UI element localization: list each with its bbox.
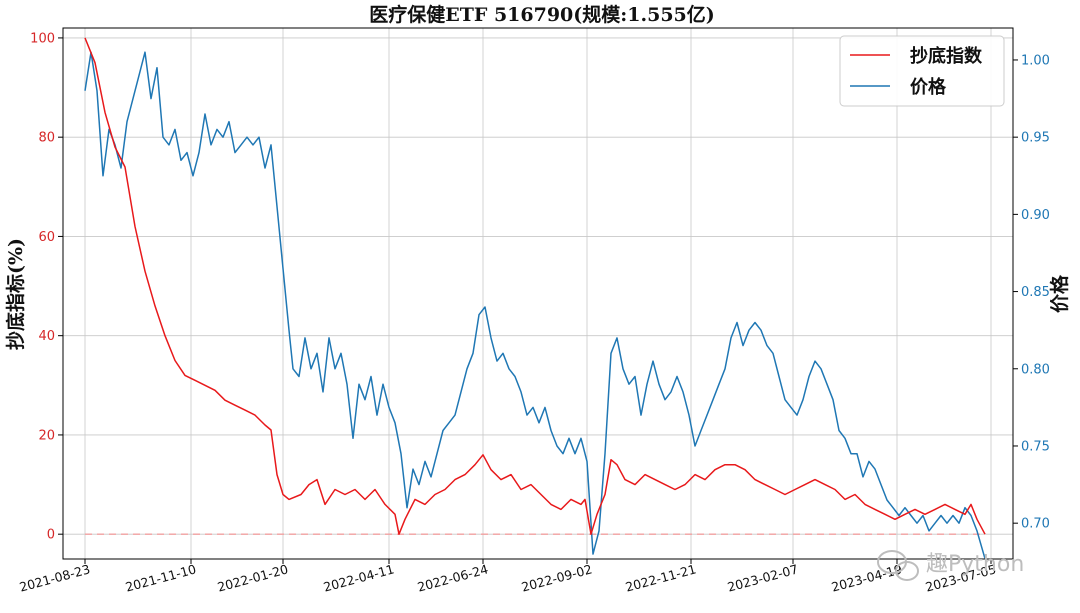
- x-tick-label: 2022-09-02: [520, 561, 594, 594]
- right-tick-label: 0.70: [1021, 517, 1050, 532]
- series-line-price: [84, 51, 986, 559]
- legend: 抄底指数 价格: [839, 35, 1005, 107]
- left-tick-label: 80: [38, 131, 55, 146]
- x-tick-label: 2023-02-07: [726, 561, 800, 594]
- right-tick-label: 0.90: [1021, 208, 1050, 223]
- left-tick-label: 40: [38, 329, 55, 344]
- x-tick-label: 2022-06-24: [416, 561, 490, 594]
- x-tick-label: 2022-11-21: [624, 561, 698, 594]
- right-tick-label: 0.80: [1021, 362, 1050, 377]
- plot-frame: [62, 27, 1014, 560]
- right-tick-label: 1.00: [1021, 53, 1050, 68]
- x-tick-label: 2021-11-10: [124, 561, 198, 594]
- right-axis-label: 价格: [1048, 274, 1071, 313]
- grid: [63, 28, 1013, 559]
- watermark-text: 趣Python: [926, 552, 1024, 577]
- left-tick-label: 100: [30, 31, 55, 46]
- x-tick-label: 2022-04-11: [322, 561, 396, 594]
- right-tick-label: 0.95: [1021, 131, 1050, 146]
- series-line-indicator: [84, 37, 986, 535]
- left-axis-label: 抄底指标(%): [4, 238, 27, 350]
- wechat-icon: [877, 550, 919, 581]
- series-lines: [84, 37, 986, 559]
- left-tick-label: 20: [38, 428, 55, 443]
- right-tick-label: 0.85: [1021, 285, 1050, 300]
- x-tick-label: 2021-08-23: [18, 561, 92, 594]
- legend-label-price: 价格: [910, 76, 947, 98]
- left-tick-label: 60: [38, 230, 55, 245]
- left-axis-ticks: 0 20 40 60 80 100: [30, 31, 63, 543]
- right-axis-ticks: 0.70 0.75 0.80 0.85 0.90 0.95 1.00: [1013, 53, 1050, 532]
- x-tick-label: 2023-04-19: [830, 561, 904, 594]
- legend-box: [839, 35, 1005, 107]
- left-tick-label: 0: [47, 528, 55, 543]
- legend-label-indicator: 抄底指数: [910, 45, 983, 67]
- watermark: 趣Python: [877, 550, 1024, 581]
- right-tick-label: 0.75: [1021, 439, 1050, 454]
- x-tick-label: 2022-01-20: [216, 561, 290, 594]
- chart-title: 医疗保健ETF 516790(规模:1.555亿): [369, 3, 715, 26]
- x-axis-ticks: 2021-08-23 2021-11-10 2022-01-20 2022-04-11…: [18, 559, 998, 595]
